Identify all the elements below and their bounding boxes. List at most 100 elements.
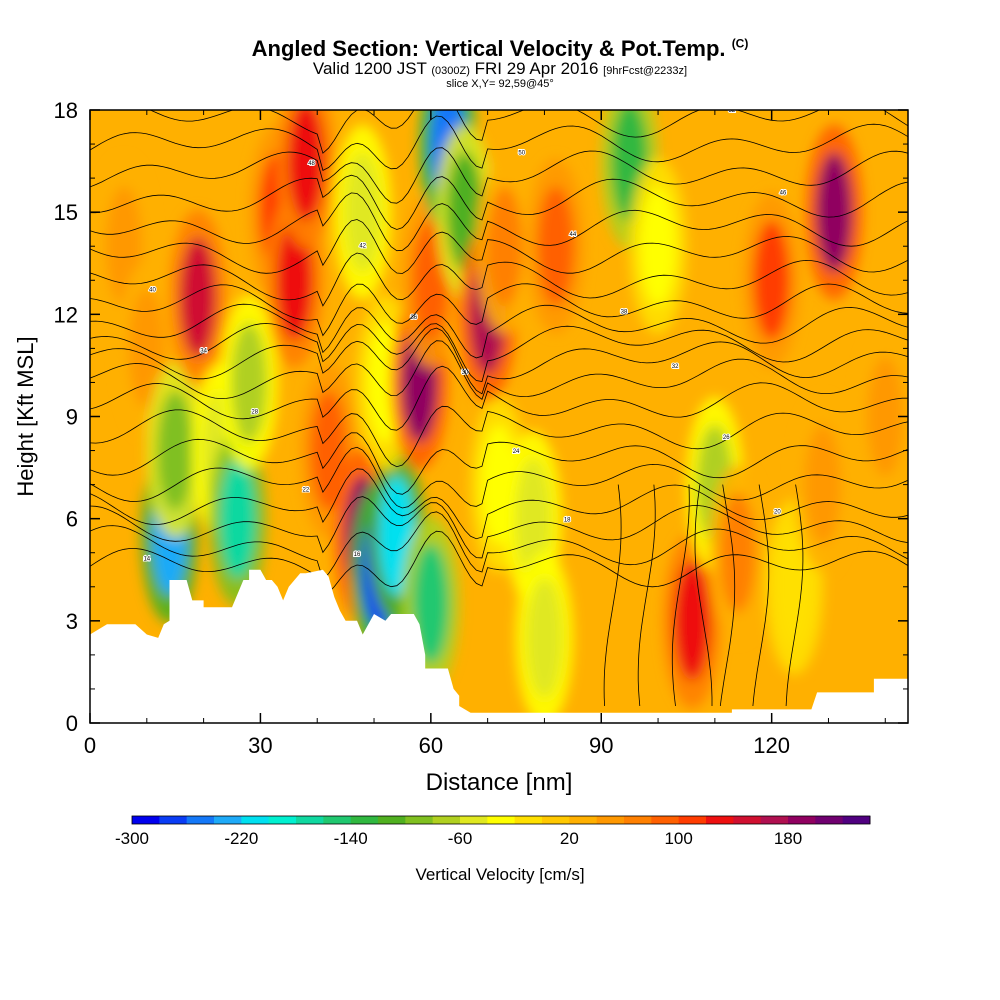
isentrope-label: 28 — [251, 410, 258, 416]
velocity-feature — [753, 220, 790, 341]
x-tick-label: 60 — [419, 733, 443, 758]
colorbar-tick-label: -300 — [115, 829, 149, 848]
velocity-feature — [128, 288, 165, 409]
isentrope-line — [90, 219, 908, 274]
colorbar-swatch — [733, 816, 762, 824]
isentrope-label: 42 — [359, 243, 366, 249]
isentrope-line-vertical — [694, 484, 713, 706]
isentrope-label: 18 — [564, 517, 571, 523]
colorbar-swatch — [542, 816, 570, 824]
colorbar-tick-label: -220 — [224, 829, 258, 848]
isentrope-label: 40 — [149, 288, 156, 294]
colorbar-swatch — [268, 816, 297, 824]
isentrope-line — [90, 323, 908, 382]
colorbar-tick-label: 20 — [560, 829, 579, 848]
isentrope-label: 22 — [303, 488, 310, 494]
isentrope-line — [90, 252, 908, 307]
velocity-feature — [219, 458, 256, 579]
isentrope-line-vertical — [719, 484, 736, 707]
colorbar-swatch — [241, 816, 270, 824]
slice-info: slice X,Y= 92,59@45° — [446, 78, 554, 90]
x-tick-label: 0 — [84, 733, 96, 758]
y-axis-label: Height [Kft MSL] — [13, 336, 38, 496]
colorbar-swatch — [596, 816, 625, 824]
colorbar-tick-label: -140 — [334, 829, 368, 848]
isentrope-label: 14 — [143, 557, 150, 563]
velocity-feature — [310, 390, 347, 511]
velocity-feature — [719, 492, 756, 613]
isentrope-line — [90, 432, 908, 495]
colorbar: -300 -220 -140 -60 20 100 180 Vertical Velocity… — [115, 815, 871, 884]
velocity-feature — [486, 186, 523, 306]
velocity-feature — [276, 220, 313, 341]
isentrope-line-vertical — [637, 484, 656, 707]
velocity-feature — [804, 424, 841, 545]
isentrope-line-vertical — [752, 484, 770, 707]
colorbar-swatch — [460, 816, 488, 824]
y-tick-label: 12 — [54, 302, 78, 327]
isentrope-line — [90, 446, 908, 509]
isentrope-label: 26 — [723, 435, 730, 441]
x-tick-label: 30 — [248, 733, 272, 758]
velocity-feature — [344, 152, 381, 272]
colorbar-swatch — [214, 816, 242, 824]
colorbar-swatch — [815, 816, 844, 824]
isentrope-line — [90, 340, 908, 400]
chart-title: Angled Section: Vertical Velocity & Pot.… — [251, 36, 749, 61]
isentrope-label: 32 — [672, 364, 679, 370]
isentrope-line — [90, 174, 908, 230]
isentrope-line — [149, 110, 908, 154]
x-tick-label: 120 — [753, 733, 790, 758]
colorbar-swatch — [323, 816, 352, 824]
colorbar-swatch — [624, 816, 652, 824]
isentrope-line — [90, 327, 908, 395]
isentrope-label: 16 — [354, 552, 361, 558]
velocity-feature — [640, 186, 677, 306]
isentrope-label: 38 — [621, 310, 628, 316]
colorbar-swatch — [159, 816, 188, 824]
colorbar-swatch — [706, 816, 734, 824]
velocity-feature — [867, 356, 904, 477]
isentrope-line — [90, 303, 908, 359]
colorbar-tick-label: 100 — [664, 829, 692, 848]
isentrope-line — [90, 192, 908, 252]
y-tick-label: 18 — [54, 98, 78, 123]
valid-prefix: Valid 1200 JST — [312, 59, 427, 78]
colorbar-tick-label: -60 — [448, 829, 473, 848]
colorbar-swatch — [487, 816, 516, 824]
velocity-feature — [231, 322, 268, 443]
velocity-feature — [179, 237, 216, 358]
y-tick-label: 0 — [66, 711, 78, 736]
velocity-feature — [537, 186, 574, 306]
isentrope-label: 50 — [518, 150, 525, 156]
valid-time-line: Valid 1200 JST (0300Z) FRI 29 Apr 2016 [… — [0, 60, 1000, 80]
isentrope-line — [90, 530, 908, 597]
valid-date: FRI 29 Apr 2016 — [474, 59, 599, 78]
colorbar-swatch — [296, 816, 324, 824]
colorbar-tick-label: 180 — [774, 829, 802, 848]
colorbar-swatch — [432, 816, 461, 824]
velocity-feature — [526, 578, 563, 698]
colorbar-frame — [131, 815, 871, 825]
isentrope-line-vertical — [603, 484, 622, 707]
velocity-feature — [515, 458, 552, 579]
isentrope-label: 44 — [570, 232, 577, 238]
field-features — [95, 110, 908, 723]
velocity-feature — [776, 527, 813, 647]
colorbar-swatch — [405, 816, 434, 824]
x-tick-label: 90 — [589, 733, 613, 758]
isentrope-line — [90, 365, 908, 431]
forecast-label: [9hrFcst@2233z] — [603, 65, 688, 77]
velocity-feature — [157, 390, 194, 511]
isentrope-line — [90, 511, 908, 581]
colorbar-swatch — [760, 816, 789, 824]
isentrope-line — [90, 147, 908, 204]
isentrope-label: 36 — [410, 315, 417, 321]
colorbar-swatch — [788, 816, 816, 824]
x-axis-label: Distance [nm] — [426, 769, 573, 796]
colorbar-swatch — [186, 816, 215, 824]
isentrope-line — [90, 283, 908, 337]
